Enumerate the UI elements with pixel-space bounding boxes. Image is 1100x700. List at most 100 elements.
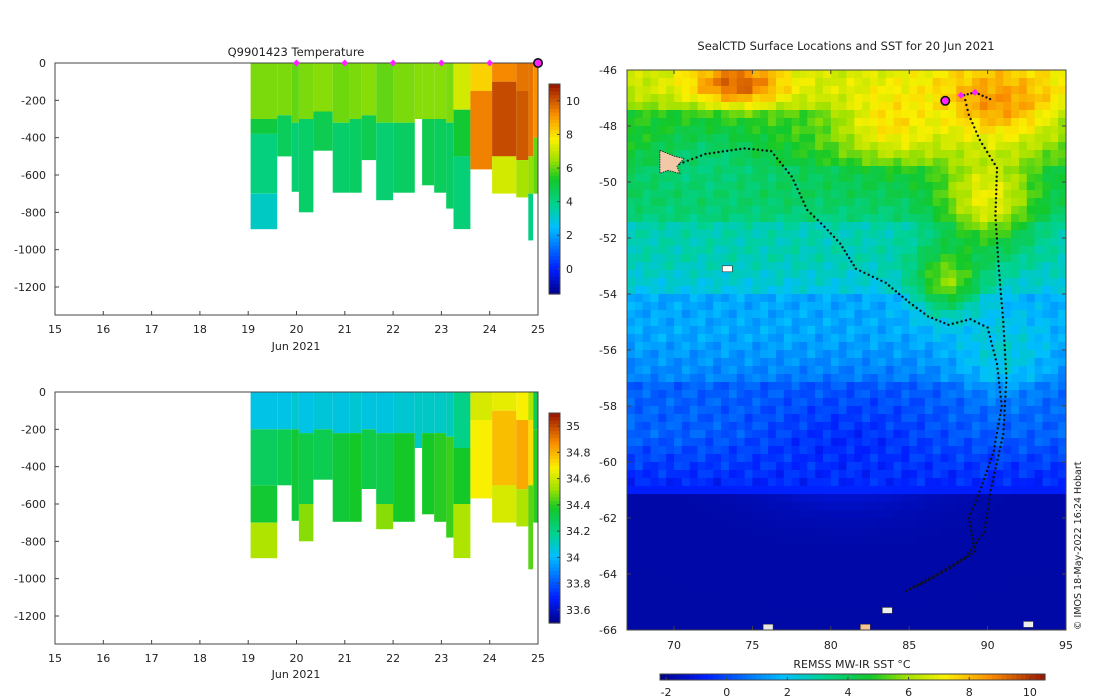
sst-cell-8-45 — [979, 134, 989, 143]
sst-cell-14-15 — [744, 182, 754, 191]
sst-cell-9-11 — [713, 142, 722, 151]
sst-cell-19-32 — [877, 222, 887, 231]
salinity-colorbar-label-34.6: 34.6 — [566, 473, 591, 486]
sst-cell-44-14 — [736, 422, 746, 431]
sst-cell-10-6 — [674, 150, 683, 159]
sst-cell-4-48 — [1003, 102, 1012, 111]
sst-cell-57-4 — [658, 526, 667, 535]
sst-cell-16-18 — [768, 198, 777, 207]
sst-cell-36-26 — [830, 358, 840, 367]
sst-cell-7-50 — [1018, 126, 1028, 135]
sst-cell-61-20 — [783, 558, 793, 567]
sst-cell-65-40 — [940, 590, 950, 599]
sst-cell-30-2 — [642, 310, 652, 319]
sst-cell-30-8 — [689, 310, 699, 319]
sst-cell-16-47 — [995, 198, 1004, 207]
sst-cell-13-50 — [1018, 174, 1028, 183]
sst-cell-14-18 — [768, 182, 777, 191]
sst-cell-34-41 — [948, 342, 957, 351]
sst-colorbar-step-56 — [929, 674, 935, 680]
sst-cell-27-11 — [713, 286, 722, 295]
sst-cell-3-52 — [1034, 94, 1044, 103]
sst-cell-69-21 — [791, 622, 801, 630]
sst-cell-14-11 — [713, 182, 722, 191]
sst-cell-35-35 — [901, 350, 910, 359]
sst-cell-58-17 — [760, 534, 769, 543]
sst-cell-22-43 — [964, 246, 973, 255]
sst-cell-49-18 — [768, 462, 777, 471]
temperature-colorbar-step-25 — [549, 203, 560, 208]
salinity-colorbar-step-46 — [549, 458, 560, 463]
sst-cell-50-49 — [1011, 470, 1020, 479]
sst-cell-58-13 — [728, 534, 738, 543]
sst-cell-13-25 — [822, 174, 832, 183]
sst-cell-43-21 — [791, 414, 801, 423]
sst-cell-7-29 — [854, 126, 863, 135]
salinity-cell-12-1 — [434, 433, 447, 522]
sst-cell-12-13 — [728, 166, 738, 175]
sst-cell-36-16 — [752, 358, 761, 367]
sst-cell-54-23 — [807, 502, 816, 511]
sst-cell-12-44 — [971, 166, 981, 175]
sst-cell-69-24 — [815, 622, 824, 630]
sst-cell-38-16 — [752, 374, 761, 383]
sst-cell-0-22 — [799, 70, 808, 79]
sst-cell-10-35 — [901, 150, 910, 159]
sst-cell-39-7 — [681, 382, 691, 391]
sst-cell-0-51 — [1026, 70, 1036, 79]
sst-cell-33-1 — [634, 334, 644, 343]
sst-cell-60-20 — [783, 550, 793, 559]
sst-cell-47-52 — [1034, 446, 1044, 455]
sst-cell-5-24 — [815, 110, 824, 119]
sst-cell-32-42 — [956, 326, 965, 335]
sst-cell-36-33 — [885, 358, 895, 367]
track-point-back-10 — [944, 568, 947, 571]
sst-cell-68-43 — [964, 614, 973, 623]
salinity-cell-12-0 — [434, 392, 447, 434]
sst-cell-15-8 — [689, 190, 699, 199]
sst-cell-9-23 — [807, 142, 816, 151]
sst-cell-26-2 — [642, 278, 652, 287]
sst-cell-27-34 — [893, 286, 902, 295]
sst-cell-18-28 — [846, 214, 855, 223]
sst-cell-24-9 — [697, 262, 706, 271]
sst-cell-38-1 — [634, 374, 644, 383]
sst-cell-51-0 — [627, 478, 636, 487]
temperature-colorbar-step-31 — [549, 182, 560, 187]
sst-cell-48-49 — [1011, 454, 1020, 463]
sst-cell-8-35 — [901, 134, 910, 143]
sst-cell-49-25 — [822, 462, 832, 471]
sst-cell-29-48 — [1003, 302, 1012, 311]
sst-cell-13-2 — [642, 174, 652, 183]
sst-cell-12-48 — [1003, 166, 1012, 175]
sst-cell-62-37 — [917, 566, 926, 575]
track-point-back-0 — [904, 589, 908, 592]
sst-cell-59-19 — [775, 542, 785, 551]
sst-cell-17-38 — [924, 206, 934, 215]
sst-cell-53-10 — [705, 494, 714, 503]
sst-cell-16-33 — [885, 198, 895, 207]
sst-cell-28-9 — [697, 294, 706, 303]
sst-cell-45-37 — [917, 430, 926, 439]
sst-cell-57-10 — [705, 526, 714, 535]
sst-cell-28-20 — [783, 294, 793, 303]
sst-cell-48-4 — [658, 454, 667, 463]
sst-cell-39-1 — [634, 382, 644, 391]
sst-cell-21-26 — [830, 238, 840, 247]
sst-cell-22-12 — [721, 246, 730, 255]
sst-cell-4-33 — [885, 102, 895, 111]
sst-cell-34-26 — [830, 342, 840, 351]
sst-cell-68-32 — [877, 614, 887, 623]
sst-cell-5-20 — [783, 110, 793, 119]
sst-colorbar-step-24 — [775, 674, 781, 680]
sst-cell-22-37 — [917, 246, 926, 255]
sst-cell-20-36 — [909, 230, 918, 239]
sst-cell-41-4 — [658, 398, 667, 407]
sst-cell-60-9 — [697, 550, 706, 559]
sst-cell-36-10 — [705, 358, 714, 367]
sst-cell-68-27 — [838, 614, 848, 623]
sst-cell-12-46 — [987, 166, 997, 175]
sst-cell-33-9 — [697, 334, 706, 343]
sst-colorbar-step-68 — [987, 674, 993, 680]
sst-cell-53-31 — [870, 494, 879, 503]
